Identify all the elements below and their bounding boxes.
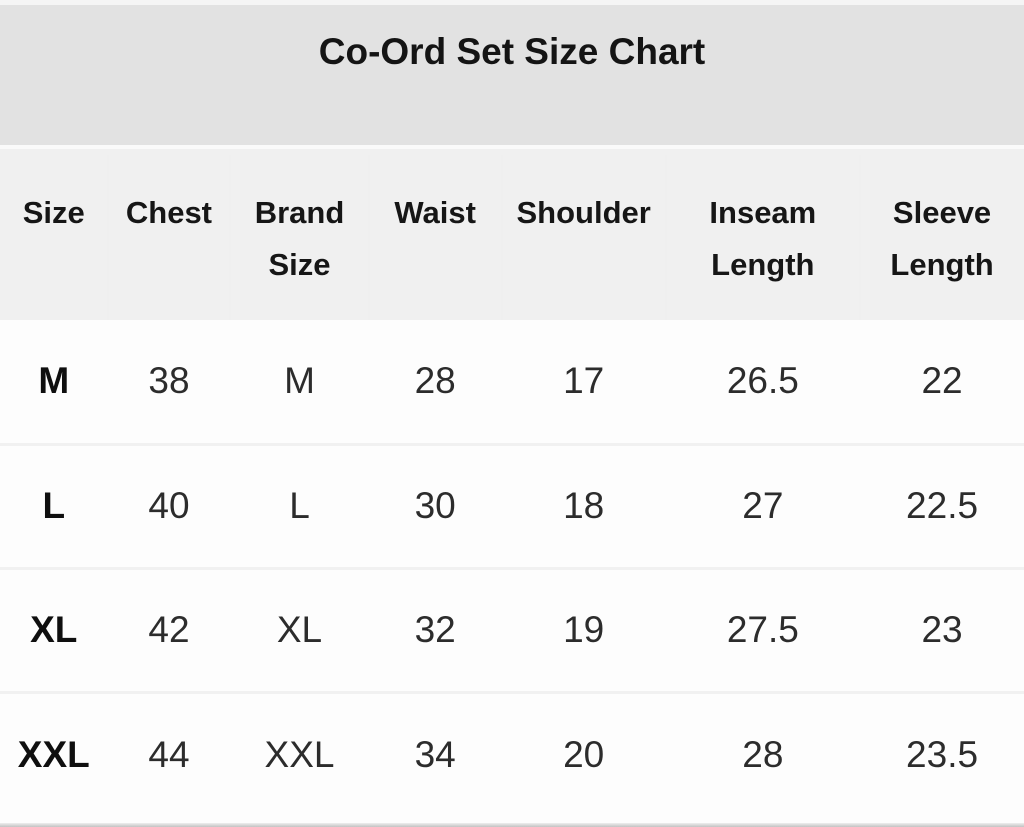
table-row-xl: XL 42 XL 32 19 27.5 23 xyxy=(0,566,1024,692)
table-row-xxl: XXL 44 XXL 34 20 28 23.5 xyxy=(0,690,1024,816)
header-row: Size Chest Brand Size Waist Shoulder Ins… xyxy=(0,145,1024,320)
table-row-l: L 40 L 30 18 27 22.5 xyxy=(0,442,1024,568)
cell-sleeve-length: 22 xyxy=(921,360,963,402)
size-table: Size Chest Brand Size Waist Shoulder Ins… xyxy=(0,145,1024,816)
cell-chest: 38 xyxy=(148,360,190,402)
cell-brand-size: XXL xyxy=(230,690,369,816)
cell-size: XL xyxy=(0,566,108,692)
cell-brand-size: XL xyxy=(230,566,369,692)
cell-inseam-length: 27.5 xyxy=(665,566,861,692)
column-header-brand-size: Brand Size xyxy=(230,145,369,320)
cell-shoulder: 19 xyxy=(501,566,666,692)
table-row-m: M 38 M 28 17 26.5 22 xyxy=(0,320,1024,444)
column-header-waist: Waist xyxy=(368,145,502,320)
chart-title-bar: Co-Ord Set Size Chart xyxy=(0,0,1024,145)
cell-brand-size: M xyxy=(284,360,315,402)
cell-waist: 34 xyxy=(368,690,502,816)
cell-size: L xyxy=(0,442,108,568)
cell-size: M xyxy=(38,360,70,402)
cell-chest: 40 xyxy=(107,442,231,568)
cell-waist: 32 xyxy=(368,566,502,692)
cell-size: XXL xyxy=(0,690,108,816)
cell-inseam-length: 28 xyxy=(665,690,861,816)
cell-waist: 30 xyxy=(368,442,502,568)
cell-waist: 28 xyxy=(414,360,456,402)
bottom-border xyxy=(0,823,1024,827)
cell-shoulder: 20 xyxy=(501,690,666,816)
cell-chest: 44 xyxy=(107,690,231,816)
cell-shoulder: 18 xyxy=(501,442,666,568)
cell-inseam-length: 26.5 xyxy=(726,360,799,402)
column-header-size: Size xyxy=(0,145,108,320)
cell-inseam-length: 27 xyxy=(665,442,861,568)
chart-title: Co-Ord Set Size Chart xyxy=(318,31,706,72)
cell-sleeve-length: 23 xyxy=(860,566,1024,692)
cell-chest: 42 xyxy=(107,566,231,692)
column-header-chest: Chest xyxy=(107,145,231,320)
column-header-shoulder: Shoulder xyxy=(501,145,666,320)
cell-sleeve-length: 22.5 xyxy=(860,442,1024,568)
cell-shoulder: 17 xyxy=(563,360,605,402)
column-header-inseam-length: Inseam Length xyxy=(665,145,861,320)
cell-brand-size: L xyxy=(230,442,369,568)
cell-sleeve-length: 23.5 xyxy=(860,690,1024,816)
column-header-sleeve-length: Sleeve Length xyxy=(860,145,1024,320)
